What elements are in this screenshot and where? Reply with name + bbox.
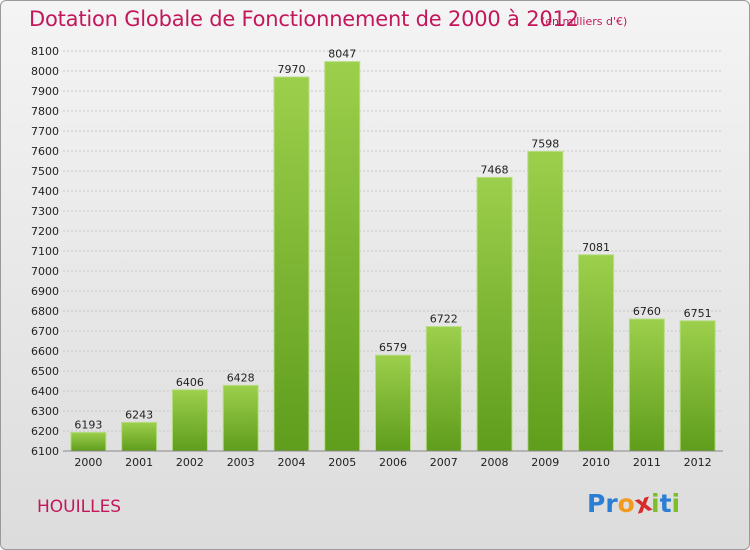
x-tick-label: 2012: [684, 456, 712, 469]
value-label-2008: 7468: [481, 163, 509, 176]
logo-letter: t: [659, 489, 672, 518]
y-tick-label: 7900: [31, 85, 59, 98]
x-tick-label: 2010: [582, 456, 610, 469]
logo-letter: P: [587, 489, 606, 518]
value-label-2002: 6406: [176, 376, 204, 389]
value-label-2005: 8047: [328, 48, 356, 61]
x-tick-label: 2011: [633, 456, 661, 469]
bar-2006: [375, 354, 411, 452]
bar-2001: [121, 421, 158, 452]
logo-letter: r: [605, 489, 618, 518]
proxiti-logo: Proxiti: [587, 487, 681, 519]
y-tick-label: 6300: [31, 405, 59, 418]
y-tick-label: 7500: [31, 165, 59, 178]
y-tick-label: 8100: [31, 45, 59, 58]
bar-2008: [476, 176, 513, 452]
value-label-2003: 6428: [227, 371, 255, 384]
bar-2009: [527, 150, 564, 452]
x-tick-label: 2007: [430, 456, 458, 469]
bar-2000: [70, 431, 107, 452]
x-tick-label: 2009: [531, 456, 559, 469]
bar-2012: [679, 320, 716, 452]
y-tick-label: 7400: [31, 185, 59, 198]
x-tick-label: 2005: [328, 456, 356, 469]
y-tick-label: 7300: [31, 205, 59, 218]
logo-letter: i: [651, 489, 660, 518]
chart-title: Dotation Globale de Fonctionnement de 20…: [29, 7, 579, 31]
bar-2002: [171, 389, 208, 452]
y-tick-label: 8000: [31, 65, 59, 78]
chart-subtitle: (en milliers d'€): [541, 15, 628, 28]
value-label-2000: 6193: [74, 418, 102, 431]
bar-2003: [222, 384, 259, 452]
x-tick-label: 2002: [176, 456, 204, 469]
value-label-2004: 7970: [277, 63, 305, 76]
logo-letter: i: [671, 489, 681, 518]
value-label-2009: 7598: [531, 137, 559, 150]
value-label-2006: 6579: [379, 341, 407, 354]
x-tick-label: 2003: [227, 456, 255, 469]
bar-2004: [273, 76, 310, 452]
y-tick-label: 6500: [31, 365, 59, 378]
x-tick-label: 2004: [277, 456, 305, 469]
city-name: HOUILLES: [37, 497, 122, 517]
y-tick-label: 6700: [31, 325, 59, 338]
logo-letter: o: [617, 489, 635, 518]
x-axis-ticks: 2000 2001 2002 2003 2004 2005 2006 2007 2008 2009…: [74, 456, 711, 469]
bar-2011: [628, 318, 665, 452]
y-tick-label: 7700: [31, 125, 59, 138]
bars: 6193 6243 6406 6428 7970 8047 6579 6722 7468 7598…: [70, 48, 716, 452]
y-tick-label: 7000: [31, 265, 59, 278]
value-label-2011: 6760: [633, 305, 661, 318]
value-label-2007: 6722: [430, 313, 458, 326]
y-tick-label: 7800: [31, 105, 59, 118]
y-tick-label: 6200: [31, 425, 59, 438]
x-tick-label: 2006: [379, 456, 407, 469]
y-axis-ticks: 6100 6200 6300 6400 6500 6600 6700 6800 6900 7000…: [31, 45, 59, 458]
y-tick-label: 6600: [31, 345, 59, 358]
x-tick-label: 2008: [481, 456, 509, 469]
value-label-2001: 6243: [125, 408, 153, 421]
y-tick-label: 7600: [31, 145, 59, 158]
y-tick-label: 7200: [31, 225, 59, 238]
y-tick-label: 6800: [31, 305, 59, 318]
y-tick-label: 6100: [31, 445, 59, 458]
value-label-2012: 6751: [684, 307, 712, 320]
y-tick-label: 6400: [31, 385, 59, 398]
value-label-2010: 7081: [582, 241, 610, 254]
bar-2007: [425, 326, 462, 452]
y-tick-label: 7100: [31, 245, 59, 258]
x-tick-label: 2001: [125, 456, 153, 469]
bar-2005: [324, 61, 361, 452]
x-tick-label: 2000: [74, 456, 102, 469]
bar-2010: [578, 254, 615, 452]
y-tick-label: 6900: [31, 285, 59, 298]
